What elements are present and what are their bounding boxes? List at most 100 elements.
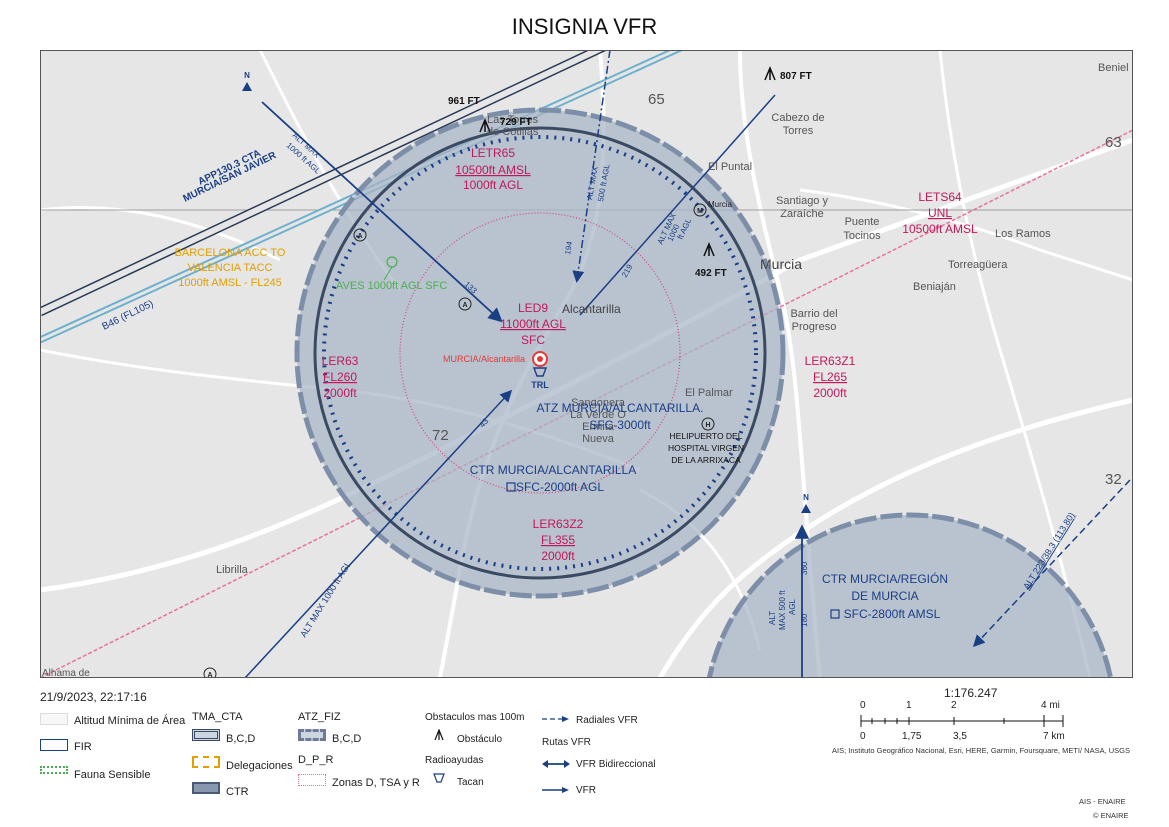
legend-title: D_P_R [298, 754, 334, 766]
ctr-label: CTR MURCIA/ALCANTARILLA [470, 463, 636, 477]
area-label: FL355 [541, 533, 575, 547]
navaid-letter: H [705, 422, 710, 429]
town-label: Beniel [1098, 62, 1129, 74]
ctr-region-label: SFC-2800ft AMSL [844, 607, 941, 621]
legend-swatch [192, 729, 220, 741]
scale-tick-label: 4 mi [1041, 700, 1060, 711]
area-label: SFC [521, 333, 545, 347]
grid-number: 65 [648, 91, 665, 108]
route-alt-label: ALT [768, 611, 777, 625]
north-label: N [244, 71, 250, 80]
fir-label: VALENCIA TACC [188, 262, 273, 274]
navaid-letter: A [357, 233, 362, 240]
scale-tick-label: 0 [860, 700, 866, 711]
legend-label: VFR Bidireccional [576, 759, 656, 770]
town-label: Cabezo de [771, 112, 824, 124]
town-label: Puente [845, 216, 880, 228]
obstacle-height: 807 FT [780, 71, 812, 82]
navaid-letter: M [697, 208, 703, 215]
radial-label: 180 [800, 613, 809, 627]
legend-title: Rutas VFR [542, 737, 591, 748]
radial-label: 360 [800, 561, 809, 575]
city-label: Murcia [760, 256, 802, 272]
scale-tick-label: 3,5 [953, 731, 967, 742]
grid-number: 72 [432, 427, 449, 444]
airport-icon [532, 351, 548, 367]
scale-tick-label: 7 km [1043, 731, 1065, 742]
tacan-icon [532, 367, 548, 377]
legend-swatch [40, 766, 68, 774]
town-label: Santiago y [776, 195, 828, 207]
town-label: Ermita [582, 421, 615, 433]
navaid-letter: A [462, 302, 467, 309]
obstacle-icon [434, 729, 444, 741]
scale-tick-label: 0 [860, 731, 866, 742]
ctr-class-icon [830, 609, 840, 619]
datetime: 21/9/2023, 22:17:16 [40, 690, 147, 704]
legend-label: Obstáculo [457, 734, 503, 745]
tacan-icon [433, 773, 445, 783]
north-label: N [803, 493, 809, 502]
north-arrow-icon [801, 504, 811, 513]
map-title: INSIGNIA VFR [511, 14, 658, 39]
legend-label: Radiales VFR [576, 715, 638, 726]
copyright: © ENAIRE [1093, 811, 1129, 820]
obstacle-height: 961 FT [448, 96, 480, 107]
route-alt-label: AGL [788, 598, 797, 615]
town-label: de Cotillas [487, 126, 539, 138]
legend-swatch [40, 739, 68, 751]
obstacle-height: 729 FT [500, 117, 532, 128]
scale-tick-label: 2 [951, 700, 957, 711]
town-label: Zaraíche [780, 208, 823, 220]
north-arrow-icon [242, 82, 252, 91]
fir-label: 1000ft AMSL - FL245 [178, 277, 282, 289]
atz-label: ATZ MURCIA/ALCANTARILLA. [537, 401, 704, 415]
legend-label: Tacan [457, 777, 484, 788]
town-label: Alcantarilla [562, 302, 621, 316]
bidirectional-route-icon [542, 760, 570, 768]
vfr-routes [244, 50, 1131, 678]
legend-label: Zonas D, TSA y R [332, 777, 420, 789]
bird-icon [383, 256, 398, 281]
legend-swatch [298, 774, 326, 786]
area-label: LETR65 [471, 146, 515, 160]
area-label: LED9 [518, 301, 548, 315]
radial-label: 194 [563, 240, 574, 255]
town-label: Alhama de [42, 668, 90, 678]
town-label: Tocinos [843, 230, 881, 242]
heliport-label: HELIPUERTO DEL [670, 431, 743, 441]
area-label: UNL [928, 206, 952, 220]
town-label: Torres [783, 125, 814, 137]
legend-swatch [40, 713, 68, 725]
area-label: 2000ft [323, 386, 357, 400]
navaid-icon [203, 203, 715, 678]
scale-tick-label: 1 [906, 700, 912, 711]
obstacle-height: 492 FT [695, 268, 727, 279]
area-label: FL260 [323, 370, 357, 384]
map-frame [40, 50, 1133, 678]
town-label: Librilla [216, 564, 249, 576]
town-label: El Puntal [708, 161, 752, 173]
town-label: Progreso [792, 321, 837, 333]
town-label: Barrio del [790, 308, 837, 320]
vfr-map[interactable]: N N A A M H A [40, 50, 1133, 678]
obstacle-icon [479, 66, 776, 257]
town-label: Sangonera [571, 397, 626, 409]
route-alt-label: MAX 500 ft [778, 590, 787, 630]
area-label: LER63 [322, 354, 359, 368]
legend-title: ATZ_FIZ [298, 711, 341, 723]
ctr-region-circle [706, 512, 1114, 678]
area-label: 1000ft AGL [463, 178, 523, 192]
town-label: Nueva [582, 433, 615, 445]
area-label: FL265 [813, 370, 847, 384]
attribution: AIS; Instituto Geográfico Nacional, Esri… [832, 746, 1131, 755]
grid-number: 63 [1105, 134, 1122, 151]
ctr-region-label: DE MURCIA [851, 589, 918, 603]
legend-label: B,C,D [226, 733, 256, 745]
atz-label: SFC-3000ft [589, 418, 651, 432]
town-label: Los Ramos [995, 228, 1051, 240]
heliport-label: HOSPITAL VIRGEN [668, 443, 744, 453]
town-label: Las Torres [487, 114, 539, 126]
town-label: La Verde O [570, 409, 626, 421]
scale-ratio: 1:176.247 [944, 686, 998, 700]
